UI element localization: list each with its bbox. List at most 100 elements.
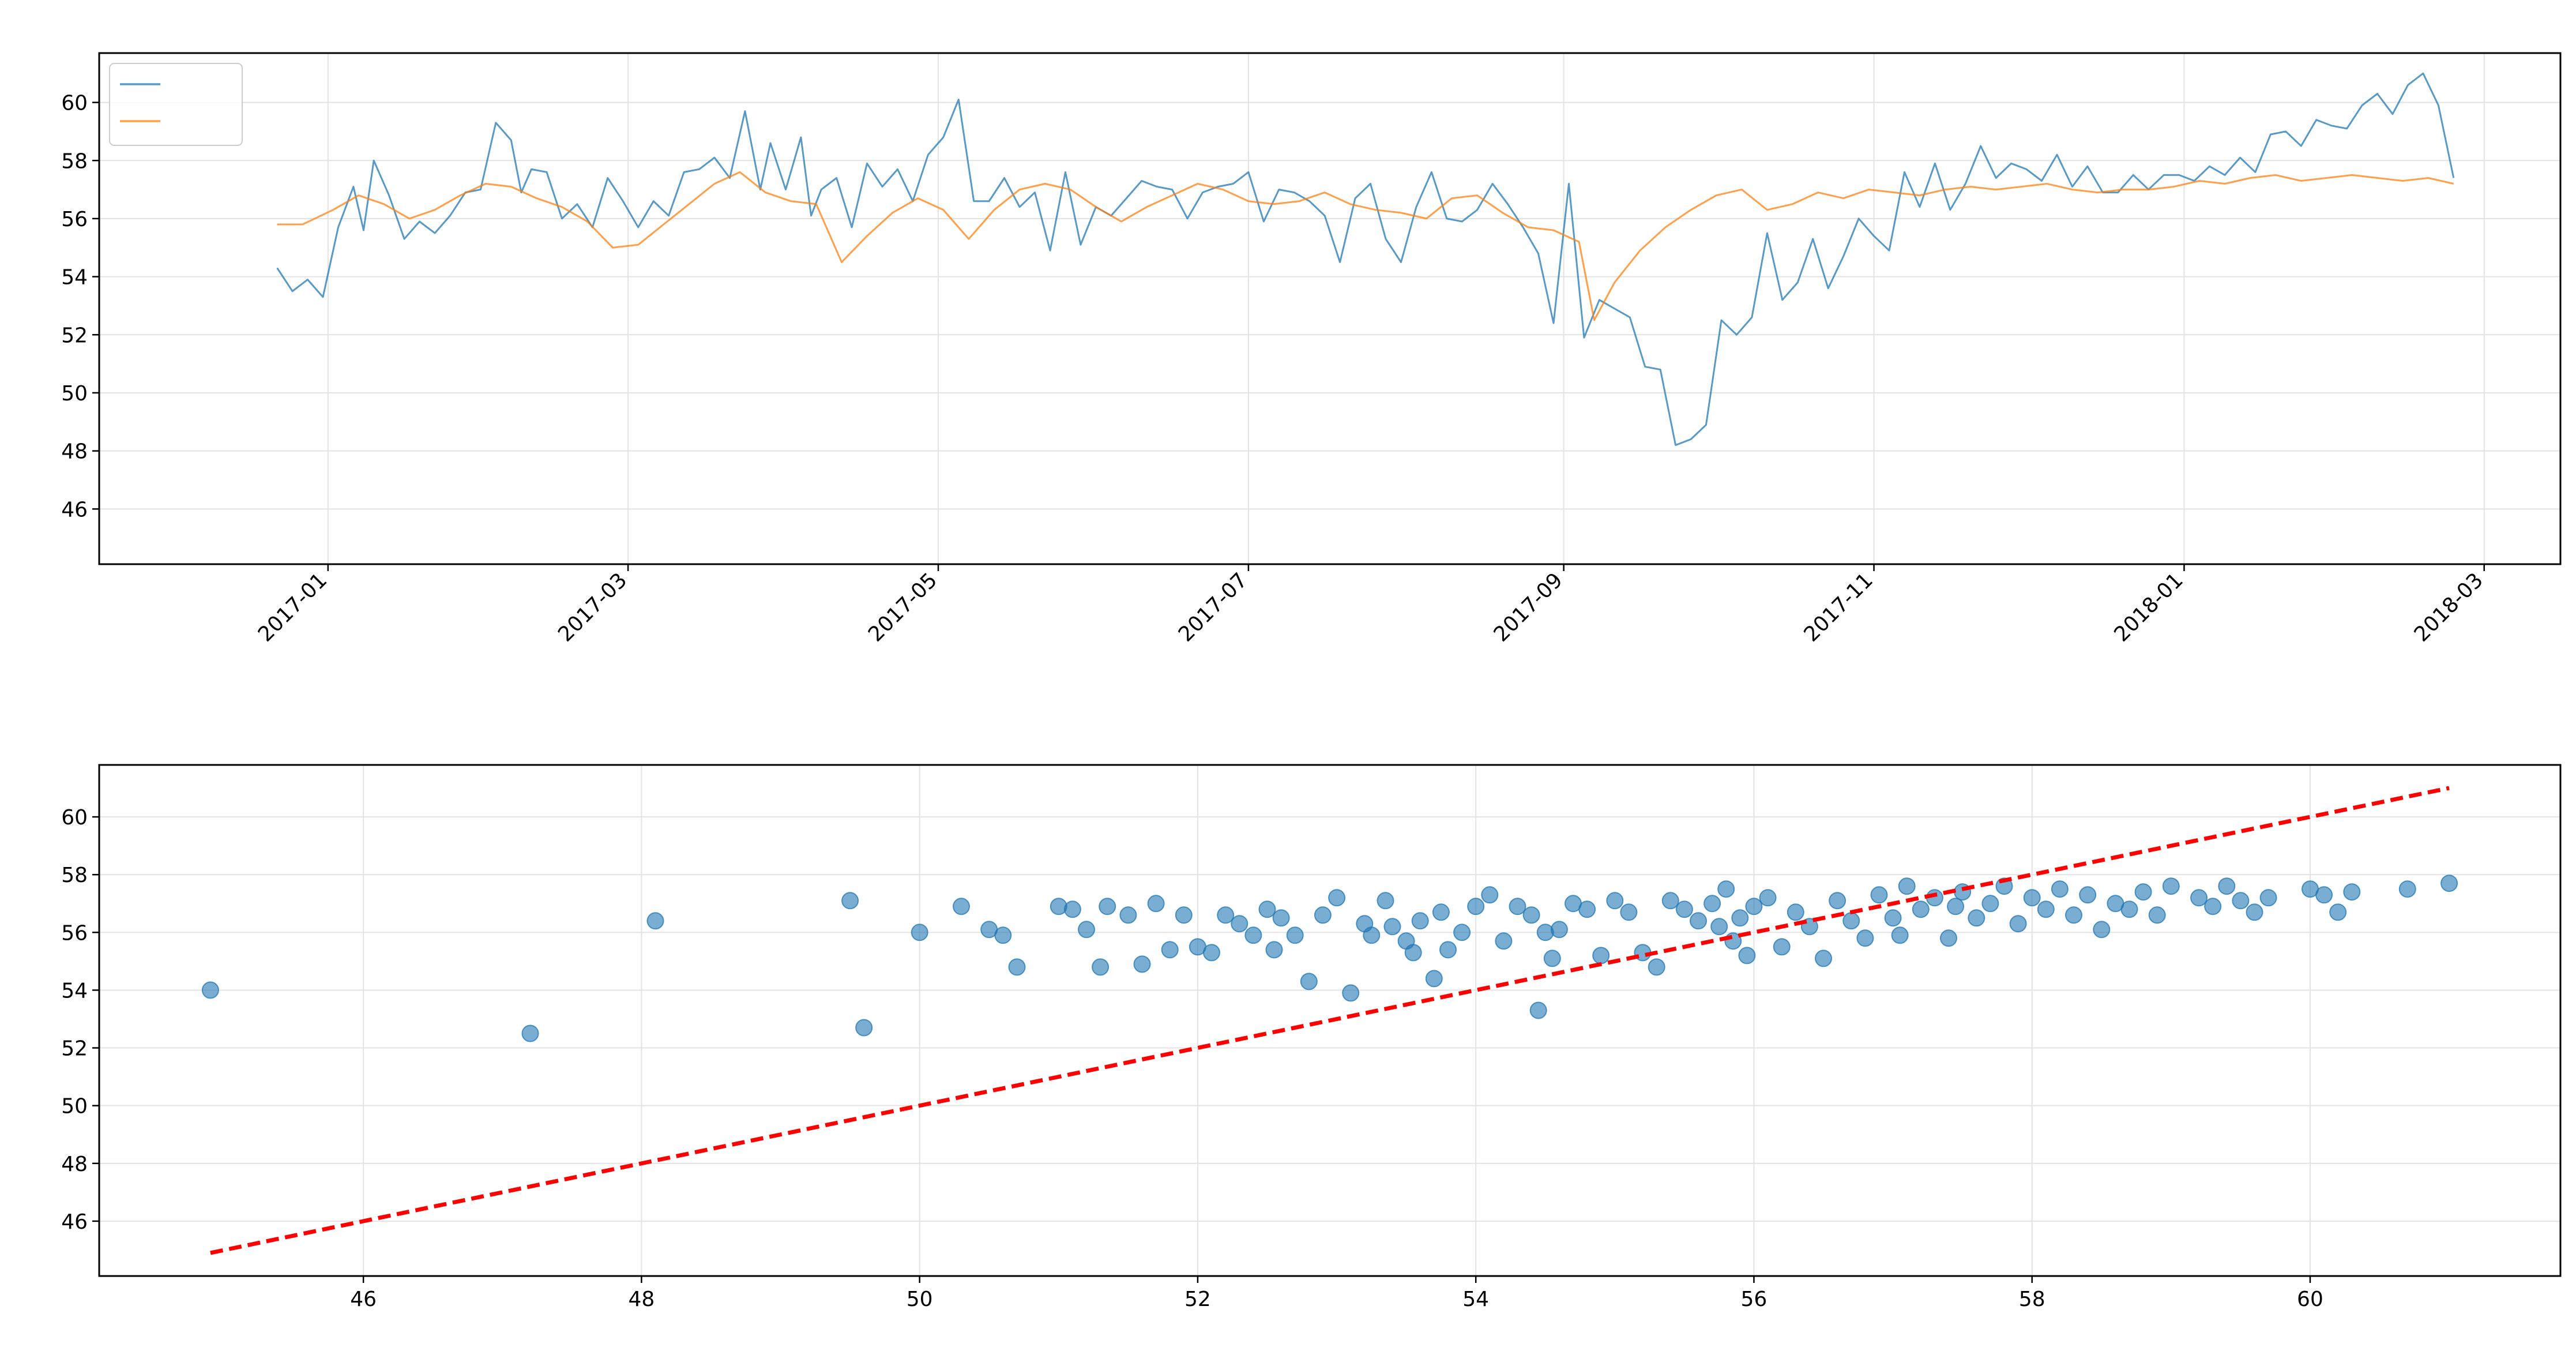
scatter-point [2259, 889, 2277, 907]
scatter-point [2093, 921, 2111, 939]
scatter-point [1529, 1001, 1547, 1019]
scatter-point [2204, 898, 2222, 915]
scatter-point [1710, 918, 1728, 936]
scatter-point [1050, 898, 1067, 915]
scatter-ytick-label: 58 [61, 864, 88, 887]
scatter-xtick-label: 56 [1741, 1288, 1768, 1311]
scatter-point [2329, 903, 2347, 921]
timeseries-legend [109, 63, 243, 146]
scatter-point [2023, 889, 2041, 907]
scatter-point [1265, 941, 1283, 959]
timeseries-ytick-label: 58 [61, 149, 88, 173]
scatter-point [1467, 898, 1485, 915]
scatter-point [1717, 880, 1735, 898]
scatter-point [2218, 877, 2236, 895]
scatter-ytick-label: 60 [61, 806, 88, 830]
scatter-xtick-label: 58 [2019, 1288, 2045, 1311]
scatter-point [1203, 944, 1220, 962]
scatter-point [1453, 924, 1471, 941]
scatter-point [1898, 877, 1916, 895]
scatter-point [2343, 883, 2361, 901]
scatter-point [1620, 903, 1638, 921]
scatter-point [1536, 924, 1554, 941]
scatter-point [2065, 906, 2082, 924]
scatter-point [1481, 886, 1499, 904]
scatter-point [2315, 886, 2333, 904]
scatter-point [2440, 875, 2458, 892]
scatter-point [1258, 900, 1276, 918]
scatter-point [2246, 903, 2263, 921]
scatter-grid [99, 765, 2560, 1276]
timeseries-plot-frame [98, 52, 2562, 565]
scatter-point [1286, 926, 1304, 944]
scatter-point [1856, 929, 1874, 947]
scatter-point [2162, 877, 2180, 895]
scatter-plot-frame [98, 764, 2562, 1277]
timeseries-ytick-label: 54 [61, 266, 88, 290]
scatter-point [1550, 921, 1568, 939]
scatter-ytick-label: 54 [61, 979, 88, 1003]
scatter-point [1690, 912, 1707, 930]
scatter-point [1738, 947, 1756, 965]
scatter-point [1300, 973, 1318, 990]
scatter-point [1578, 900, 1596, 918]
timeseries-line-2 [277, 171, 2454, 321]
scatter-xtick-label: 48 [629, 1288, 655, 1311]
scatter-point [1606, 892, 1624, 910]
scatter-point [2148, 906, 2166, 924]
scatter-point [521, 1024, 539, 1042]
timeseries-ytick-label: 56 [61, 208, 88, 231]
scatter-point [1147, 895, 1165, 913]
scatter-ytick-label: 50 [61, 1095, 88, 1119]
scatter-point [1661, 892, 1679, 910]
scatter-point [1175, 906, 1193, 924]
scatter-point [1675, 900, 1693, 918]
scatter-xtick-label: 54 [1462, 1288, 1489, 1311]
scatter-xtick-label: 52 [1184, 1288, 1211, 1311]
scatter-point [1648, 958, 1665, 976]
scatter-point [1745, 898, 1763, 915]
scatter-point [1078, 921, 1095, 939]
scatter-point [1425, 970, 1443, 988]
scatter-point [1912, 900, 1930, 918]
scatter-point [1363, 926, 1381, 944]
timeseries-ytick-label: 48 [61, 440, 88, 464]
timeseries-ytick-label: 60 [61, 92, 88, 115]
timeseries-lines [276, 72, 2455, 446]
scatter-point [1133, 955, 1151, 973]
scatter-ytick-label: 48 [61, 1153, 88, 1176]
scatter-point [1773, 938, 1791, 956]
scatter-point [1342, 984, 1360, 1002]
scatter-point [1891, 926, 1909, 944]
scatter-point [2051, 880, 2069, 898]
scatter-point [2190, 889, 2208, 907]
scatter-point [1592, 947, 1610, 965]
scatter-point [1981, 895, 1999, 913]
scatter-point [1314, 906, 1332, 924]
scatter-point [2009, 915, 2027, 933]
scatter-point [1328, 889, 1346, 907]
scatter-ytick-label: 46 [61, 1210, 88, 1234]
scatter-point [2079, 886, 2097, 904]
scatter-point [1947, 898, 1965, 915]
scatter-point [994, 926, 1012, 944]
scatter-point [646, 912, 664, 930]
scatter-point [1522, 906, 1540, 924]
scatter-point [1231, 915, 1248, 933]
scatter-point [1063, 900, 1081, 918]
scatter-ytick-label: 52 [61, 1037, 88, 1061]
scatter-point [1432, 903, 1450, 921]
timeseries-ytick-label: 46 [61, 498, 88, 521]
scatter-point [1404, 944, 1422, 962]
timeseries-ytick-label: 52 [61, 324, 88, 347]
scatter-point [1099, 898, 1116, 915]
scatter-point [1829, 892, 1847, 910]
scatter-point [1509, 898, 1526, 915]
scatter-point [1377, 892, 1394, 910]
scatter-ytick-label: 56 [61, 921, 88, 945]
scatter-point [1731, 909, 1749, 927]
scatter-point [855, 1019, 873, 1037]
scatter-point [201, 981, 219, 999]
scatter-point [1272, 909, 1290, 927]
scatter-point [1968, 909, 1985, 927]
